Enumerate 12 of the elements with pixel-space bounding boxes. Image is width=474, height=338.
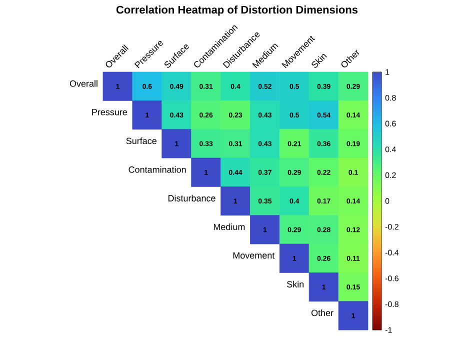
color-bar-label: -1 <box>385 327 392 333</box>
color-bar-label: 0.8 <box>385 94 396 101</box>
chart-title: Correlation Heatmap of Distortion Dimensions <box>116 6 358 16</box>
color-bar-label: -0.4 <box>385 250 399 256</box>
color-bar-label: -0.6 <box>385 276 398 282</box>
color-bar-label: -0.8 <box>385 301 398 308</box>
color-bar-label: 0.6 <box>385 120 396 126</box>
color-bar-label: 0.4 <box>385 146 396 152</box>
color-bar-label: 0 <box>385 198 390 204</box>
color-bar-label: 1 <box>386 69 390 75</box>
color-bar-label: 0.2 <box>385 172 396 178</box>
color-bar-label: -0.2 <box>385 224 398 230</box>
